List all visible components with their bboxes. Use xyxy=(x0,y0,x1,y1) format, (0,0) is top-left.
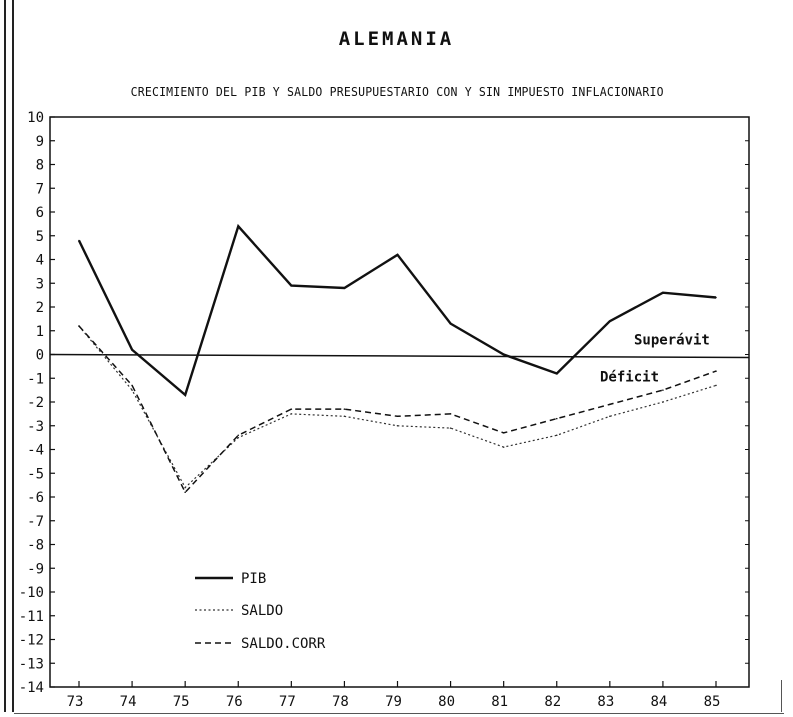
y-tick-label: 9 xyxy=(36,134,44,150)
x-tick-label: 75 xyxy=(173,694,190,710)
page-frame-bottom xyxy=(14,713,784,714)
data-point xyxy=(396,424,399,427)
data-point xyxy=(715,384,717,387)
y-tick-label: 0 xyxy=(36,348,44,364)
page-frame-right xyxy=(781,680,782,712)
data-point xyxy=(555,434,558,437)
y-tick-label: 2 xyxy=(36,300,44,316)
y-tick-label: 7 xyxy=(36,181,44,197)
y-tick-label: -8 xyxy=(27,538,44,554)
data-point xyxy=(715,296,717,299)
x-tick-label: 82 xyxy=(544,694,561,710)
page-frame-left xyxy=(4,0,14,712)
data-point xyxy=(343,415,346,418)
data-point xyxy=(343,287,346,289)
deficit-annotation: Déficit xyxy=(600,370,659,386)
y-tick-label: -1 xyxy=(27,371,44,387)
x-tick-label: 78 xyxy=(332,694,349,710)
data-point xyxy=(131,389,133,391)
y-tick-label: -13 xyxy=(19,656,44,672)
y-tick-label: 1 xyxy=(36,324,44,340)
data-point xyxy=(78,325,80,327)
x-tick-label: 80 xyxy=(438,694,455,710)
data-point xyxy=(715,370,717,372)
data-point xyxy=(184,491,186,494)
y-tick-label: 8 xyxy=(36,158,44,174)
y-tick-label: 3 xyxy=(36,276,44,292)
data-point xyxy=(343,408,346,410)
data-point xyxy=(449,413,452,415)
x-tick-label: 74 xyxy=(120,694,137,710)
x-tick-label: 76 xyxy=(226,694,243,710)
data-point xyxy=(609,415,611,418)
x-tick-label: 81 xyxy=(491,694,508,710)
legend-label: SALDO.CORR xyxy=(241,636,326,652)
data-point xyxy=(78,239,80,242)
data-point xyxy=(449,322,452,325)
y-tick-label: 10 xyxy=(27,110,44,126)
surplus-annotation: Superávit xyxy=(634,333,710,349)
data-point xyxy=(555,372,558,375)
y-tick-label: -9 xyxy=(27,561,44,577)
data-point xyxy=(555,417,558,420)
data-point xyxy=(237,436,240,439)
x-tick-label: 79 xyxy=(385,694,402,710)
data-point xyxy=(609,403,611,406)
y-tick-label: -3 xyxy=(27,419,44,435)
y-tick-label: -12 xyxy=(19,633,44,649)
y-tick-label: -4 xyxy=(27,443,44,459)
data-point xyxy=(290,408,293,410)
plot-border xyxy=(49,116,750,688)
x-tick-label: 77 xyxy=(279,694,296,710)
data-point xyxy=(237,225,240,228)
y-tick-label: 4 xyxy=(36,253,44,269)
y-tick-label: 5 xyxy=(36,229,44,245)
y-tick-label: -11 xyxy=(19,609,44,625)
data-point xyxy=(396,253,399,256)
x-tick-label: 83 xyxy=(597,694,614,710)
data-point xyxy=(662,401,664,403)
data-point xyxy=(184,486,186,489)
chart-subtitle: CRECIMIENTO DEL PIB Y SALDO PRESUPUESTAR… xyxy=(130,84,664,99)
zero-reference-line xyxy=(49,353,750,359)
x-tick-label: 73 xyxy=(67,694,84,710)
data-point xyxy=(184,394,186,396)
y-tick-label: 6 xyxy=(36,205,44,221)
y-tick-label: -6 xyxy=(27,490,44,506)
data-point xyxy=(290,284,293,287)
legend-label: SALDO xyxy=(241,603,283,619)
x-tick-label: 85 xyxy=(704,694,721,710)
data-point xyxy=(131,384,133,387)
data-point xyxy=(237,434,240,437)
data-point xyxy=(449,427,452,429)
data-point xyxy=(502,432,505,434)
data-point xyxy=(502,446,505,448)
y-tick-label: -7 xyxy=(27,514,44,530)
data-point xyxy=(662,291,664,294)
series-line-saldo xyxy=(78,325,717,489)
legend-label: PIB xyxy=(241,571,266,587)
data-point xyxy=(131,348,133,351)
chart-title: ALEMANIA xyxy=(338,28,455,50)
data-point xyxy=(396,415,399,418)
y-tick-label: -5 xyxy=(27,466,44,482)
data-point xyxy=(502,353,505,356)
y-tick-label: -2 xyxy=(27,395,44,411)
x-tick-label: 84 xyxy=(650,694,667,710)
data-point xyxy=(662,389,664,391)
data-point xyxy=(290,413,293,415)
data-point xyxy=(609,320,611,323)
y-tick-label: -14 xyxy=(19,680,44,696)
y-tick-label: -10 xyxy=(19,585,44,601)
